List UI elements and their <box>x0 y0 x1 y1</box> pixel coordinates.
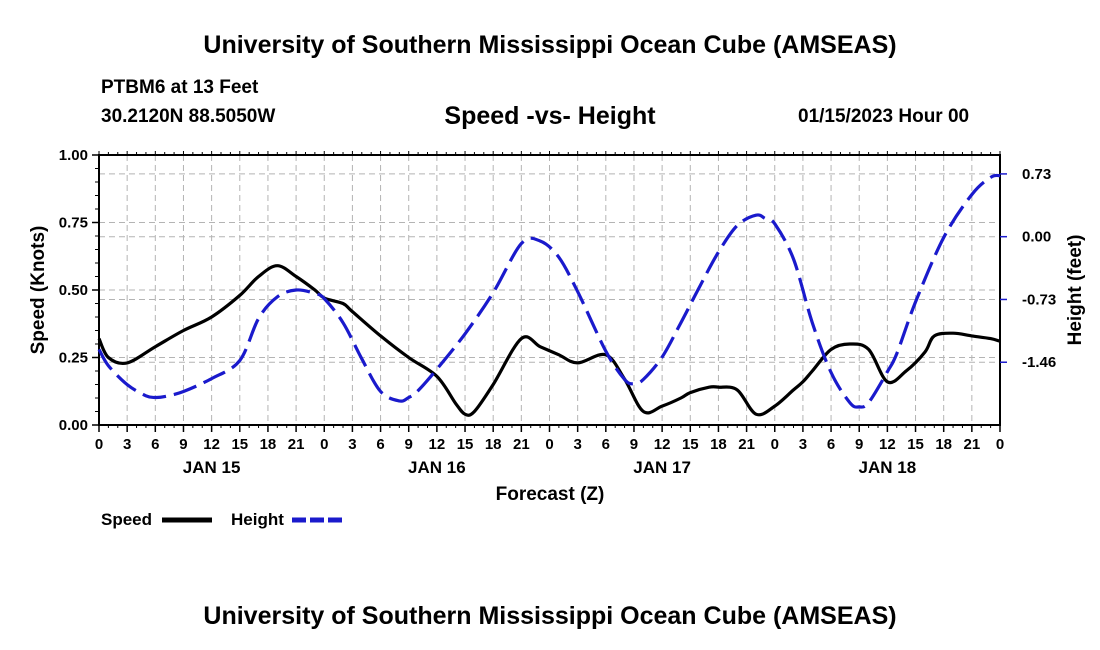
x-tick-label: 21 <box>513 436 530 453</box>
x-tick-label: 0 <box>545 436 553 453</box>
station-label: PTBM6 at 13 Feet <box>101 77 259 98</box>
footer-title: University of Southern Mississippi Ocean… <box>203 602 897 630</box>
legend-label-height: Height <box>231 510 284 529</box>
x-tick-label: 9 <box>630 436 638 453</box>
x-axis-label: Forecast (Z) <box>496 484 605 505</box>
x-tick-label: 12 <box>879 436 896 453</box>
x-tick-label: 18 <box>260 436 277 453</box>
x-tick-label: 15 <box>457 436 474 453</box>
x-tick-label: 6 <box>827 436 835 453</box>
series-line-speed <box>97 264 1001 417</box>
x-tick-label: 9 <box>855 436 863 453</box>
y2-tick-label: -0.73 <box>1022 291 1056 308</box>
day-label: JAN 18 <box>859 458 917 477</box>
y2-tick-label: 0.00 <box>1022 229 1051 246</box>
x-tick-label: 21 <box>288 436 305 453</box>
x-tick-label: 15 <box>907 436 924 453</box>
page-title: University of Southern Mississippi Ocean… <box>203 31 897 59</box>
y2-tick-label: -1.46 <box>1022 354 1056 371</box>
x-tick-label: 0 <box>95 436 103 453</box>
x-tick-label: 9 <box>405 436 413 453</box>
y-axis-label: Speed (Knots) <box>28 226 49 355</box>
y2-axis-label: Height (feet) <box>1065 235 1086 346</box>
y-tick-label: 0.75 <box>59 215 88 232</box>
x-tick-label: 3 <box>348 436 356 453</box>
x-tick-label: 9 <box>179 436 187 453</box>
legend: Speed Height <box>101 510 342 529</box>
x-tick-label: 18 <box>935 436 952 453</box>
x-tick-label: 18 <box>485 436 502 453</box>
x-tick-label: 6 <box>151 436 159 453</box>
x-tick-label: 15 <box>682 436 699 453</box>
day-label: JAN 15 <box>183 458 241 477</box>
series <box>97 173 1001 417</box>
y-tick-label: 1.00 <box>59 147 88 164</box>
coordinates-label: 30.2120N 88.5050W <box>101 106 276 127</box>
x-tick-label: 6 <box>376 436 384 453</box>
day-label: JAN 16 <box>408 458 466 477</box>
x-tick-label: 0 <box>320 436 328 453</box>
y-tick-label: 0.25 <box>59 350 88 367</box>
chart-title: Speed -vs- Height <box>444 102 656 130</box>
x-tick-label: 3 <box>799 436 807 453</box>
x-tick-label: 3 <box>573 436 581 453</box>
y2-tick-label: 0.73 <box>1022 166 1051 183</box>
x-tick-label: 12 <box>654 436 671 453</box>
x-tick-label: 21 <box>964 436 981 453</box>
x-tick-label: 21 <box>738 436 755 453</box>
y-tick-label: 0.50 <box>59 282 88 299</box>
x-tick-label: 12 <box>429 436 446 453</box>
x-tick-label: 12 <box>203 436 220 453</box>
x-tick-label: 6 <box>602 436 610 453</box>
x-tick-label: 18 <box>710 436 727 453</box>
y-tick-label: 0.00 <box>59 417 88 434</box>
x-tick-label: 3 <box>123 436 131 453</box>
x-tick-label: 0 <box>996 436 1004 453</box>
day-label: JAN 17 <box>633 458 691 477</box>
axes: 0 3 6 9 12 15 18 21 0 3 6 9 12 15 18 21 0 3 6 9 12 15 18 21 0 3 6 9… <box>59 147 1056 477</box>
x-tick-label: 15 <box>231 436 248 453</box>
grid <box>99 155 1000 425</box>
legend-label-speed: Speed <box>101 510 152 529</box>
datetime-label: 01/15/2023 Hour 00 <box>798 106 970 127</box>
x-tick-label: 0 <box>771 436 779 453</box>
series-line-height <box>97 173 1001 409</box>
